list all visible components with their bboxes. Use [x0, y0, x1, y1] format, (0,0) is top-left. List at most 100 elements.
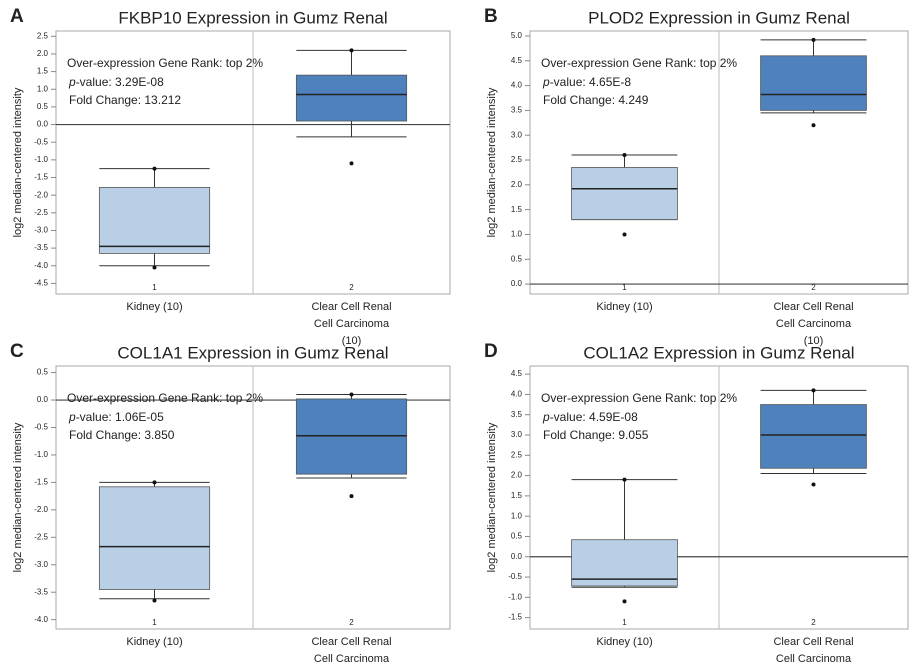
y-tick-label: -4.0	[34, 615, 48, 624]
group-label: 2	[811, 618, 816, 627]
min-point	[622, 599, 627, 604]
y-tick-label: 3.5	[511, 410, 523, 419]
y-tick-label: 2.0	[511, 180, 523, 189]
min-point	[622, 232, 627, 237]
rank-text: Over-expression Gene Rank: top 2%	[541, 391, 737, 405]
panel-letter: C	[10, 341, 24, 362]
fold-change: Fold Change: 4.249	[543, 93, 649, 107]
max-point	[622, 477, 627, 482]
y-axis-label: log2 median-centered intensity	[486, 422, 498, 572]
y-tick-label: -4.5	[34, 279, 48, 288]
y-tick-label: 0.5	[511, 532, 523, 541]
y-tick-label: 1.5	[511, 205, 523, 214]
y-tick-label: 4.5	[511, 369, 523, 378]
y-tick-label: 0.0	[37, 395, 49, 404]
p-label: p	[68, 410, 76, 424]
rank-text: Over-expression Gene Rank: top 2%	[541, 56, 737, 70]
panel-letter: B	[484, 6, 498, 27]
y-tick-label: 1.0	[511, 511, 523, 520]
chart-title: COL1A1 Expression in Gumz Renal	[117, 343, 388, 362]
p-value: p-value: 4.65E-8	[542, 75, 631, 89]
y-tick-label: 1.0	[37, 84, 49, 93]
p-label: p	[68, 75, 76, 89]
box	[295, 74, 408, 122]
min-point	[811, 482, 816, 487]
y-tick-label: -3.0	[34, 560, 48, 569]
max-point	[349, 48, 354, 53]
y-tick-label: 0.5	[37, 368, 49, 377]
chart-title: FKBP10 Expression in Gumz Renal	[118, 8, 387, 27]
y-tick-label: 3.0	[511, 430, 523, 439]
p-value-text: -value: 4.59E-08	[550, 410, 638, 424]
fold-change: Fold Change: 3.850	[69, 428, 175, 442]
panel: A FKBP10 Expression in Gumz Renal log2 med…	[10, 6, 451, 347]
box	[571, 539, 678, 587]
p-value-text: -value: 4.65E-8	[550, 75, 632, 89]
y-tick-label: -1.5	[34, 173, 48, 182]
y-tick-label: -0.5	[34, 423, 48, 432]
y-tick-label: 2.5	[511, 155, 523, 164]
y-tick-label: 4.0	[511, 81, 523, 90]
p-value: p-value: 3.29E-08	[68, 75, 164, 89]
y-tick-label: 3.0	[511, 130, 523, 139]
fold-change: Fold Change: 13.212	[69, 93, 181, 107]
y-tick-label: 2.5	[37, 31, 49, 40]
y-tick-label: 2.5	[511, 450, 523, 459]
y-tick-label: 0.0	[37, 120, 49, 129]
chart-title: PLOD2 Expression in Gumz Renal	[588, 8, 850, 27]
min-point	[349, 161, 354, 166]
y-tick-label: 2.0	[511, 471, 523, 480]
y-tick-label: 1.0	[511, 230, 523, 239]
y-tick-label: 0.0	[511, 279, 523, 288]
y-tick-label: 2.0	[37, 49, 49, 58]
max-point	[622, 153, 627, 158]
p-value: p-value: 4.59E-08	[542, 410, 638, 424]
x-category-label: Kidney (10)	[126, 636, 182, 648]
max-point	[349, 392, 354, 397]
y-tick-label: 4.0	[511, 390, 523, 399]
y-tick-label: -1.0	[34, 450, 48, 459]
x-category-label: Kidney (10)	[126, 301, 182, 313]
y-tick-label: -1.5	[34, 478, 48, 487]
y-tick-label: -3.5	[34, 587, 48, 596]
box	[760, 404, 867, 469]
y-tick-label: 0.5	[511, 254, 523, 263]
group-label: 1	[152, 618, 157, 627]
group-label: 1	[622, 283, 627, 292]
y-tick-label: -1.0	[508, 592, 522, 601]
p-value-text: -value: 1.06E-05	[76, 410, 164, 424]
p-label: p	[542, 410, 550, 424]
box	[295, 398, 408, 475]
max-point	[811, 37, 816, 42]
group-label: 2	[349, 618, 354, 627]
y-tick-label: 3.5	[511, 106, 523, 115]
panel-letter: D	[484, 341, 498, 362]
box	[571, 167, 678, 220]
y-axis-label: log2 median-centered intensity	[12, 87, 24, 237]
box	[98, 186, 211, 254]
y-tick-label: -2.0	[34, 190, 48, 199]
x-category-label: Kidney (10)	[596, 636, 652, 648]
y-tick-label: 0.5	[37, 102, 49, 111]
box	[760, 55, 867, 111]
y-tick-label: -1.5	[508, 613, 522, 622]
y-tick-label: 5.0	[511, 31, 523, 40]
group-label: 1	[152, 283, 157, 292]
y-tick-label: -0.5	[34, 137, 48, 146]
max-point	[152, 480, 157, 485]
group-label: 2	[349, 283, 354, 292]
fold-change: Fold Change: 9.055	[543, 428, 649, 442]
y-tick-label: 1.5	[511, 491, 523, 500]
y-tick-label: -4.0	[34, 261, 48, 270]
chart-title: COL1A2 Expression in Gumz Renal	[583, 343, 854, 362]
rank-text: Over-expression Gene Rank: top 2%	[67, 391, 263, 405]
y-tick-label: 0.0	[511, 552, 523, 561]
box	[98, 486, 211, 590]
p-value-text: -value: 3.29E-08	[76, 75, 164, 89]
min-point	[349, 494, 354, 499]
y-axis-label: log2 median-centered intensity	[12, 422, 24, 572]
y-tick-label: -2.5	[34, 208, 48, 217]
